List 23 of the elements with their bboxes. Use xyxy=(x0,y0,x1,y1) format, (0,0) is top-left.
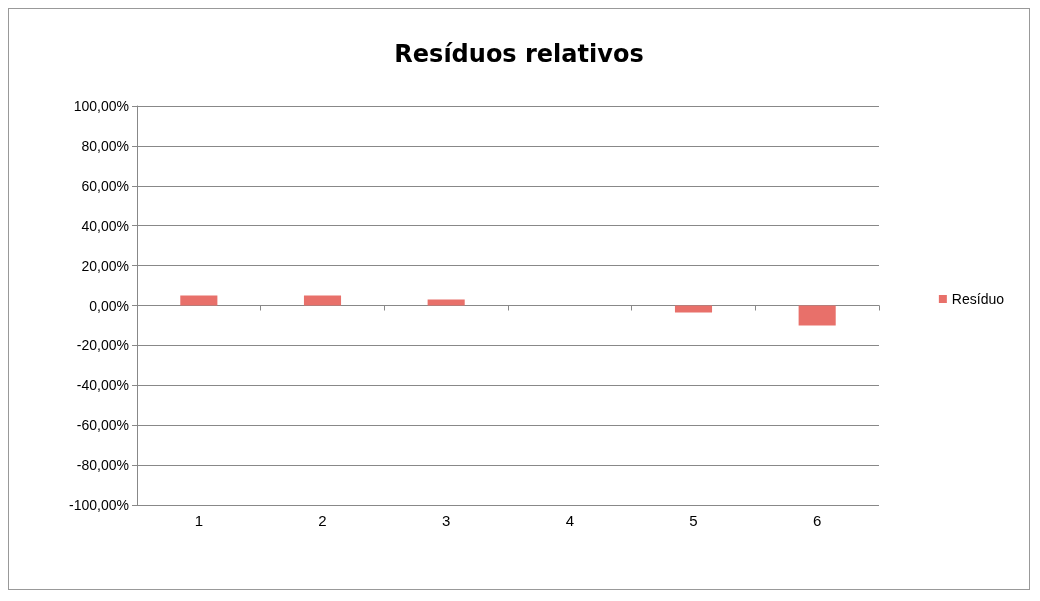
x-tick-label: 1 xyxy=(194,512,204,529)
bar xyxy=(303,295,342,306)
y-tick-label: 100,00% xyxy=(73,98,129,114)
y-tick-label: 60,00% xyxy=(81,177,129,194)
x-tick-label: 5 xyxy=(689,512,698,529)
chart-title: Resíduos relativos xyxy=(394,40,644,68)
y-tick-label: -20,00% xyxy=(76,337,129,354)
y-tick-label: -80,00% xyxy=(76,457,129,474)
bar xyxy=(798,305,836,326)
y-tick-label: 80,00% xyxy=(81,137,129,154)
bar xyxy=(180,295,218,306)
y-tick-label: 40,00% xyxy=(81,217,129,234)
x-tick-label: 4 xyxy=(565,512,575,529)
y-tick-label: -40,00% xyxy=(76,377,129,394)
y-tick-label: -100,00% xyxy=(69,497,129,513)
bar xyxy=(427,299,465,306)
x-tick-label: 6 xyxy=(812,512,822,529)
y-tick-label: -60,00% xyxy=(76,417,129,434)
y-tick-label: 0,00% xyxy=(89,297,129,314)
x-tick-label: 3 xyxy=(441,512,451,529)
x-tick-label: 2 xyxy=(318,512,327,529)
y-tick-label: 20,00% xyxy=(81,257,129,274)
legend-label: Resíduo xyxy=(951,291,1005,307)
